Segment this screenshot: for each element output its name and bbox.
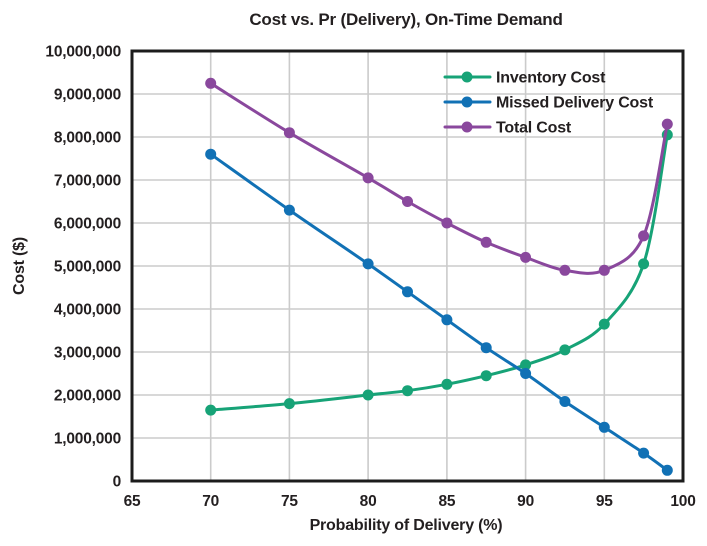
- data-point: [205, 148, 217, 160]
- data-point: [480, 342, 492, 354]
- legend-item-inventory-cost: Inventory Cost: [443, 70, 606, 87]
- data-point: [598, 421, 610, 433]
- y-tick-label: 2,000,000: [54, 388, 121, 405]
- data-point: [598, 318, 610, 330]
- data-point: [598, 264, 610, 276]
- x-tick-labels: 65 70 75 80 85 90 95 100: [124, 493, 696, 510]
- data-point: [480, 370, 492, 382]
- data-point: [362, 389, 374, 401]
- x-tick-label: 100: [670, 493, 695, 510]
- y-tick-label: 1,000,000: [54, 431, 121, 448]
- series-total-cost: [205, 77, 673, 276]
- data-point: [480, 236, 492, 248]
- data-point: [283, 127, 295, 139]
- x-tick-label: 80: [360, 493, 377, 510]
- data-point: [520, 368, 532, 379]
- data-point: [638, 258, 650, 270]
- x-tick-label: 90: [517, 493, 534, 510]
- data-point: [638, 447, 650, 459]
- x-tick-label: 70: [202, 493, 219, 510]
- legend: Inventory Cost Missed Delivery Cost Total …: [443, 70, 654, 137]
- data-point: [441, 314, 453, 326]
- data-point: [559, 396, 571, 407]
- data-point: [402, 196, 413, 207]
- series-missed-delivery-cost: [205, 148, 673, 476]
- legend-marker-icon: [461, 96, 473, 108]
- legend-item-label: Inventory Cost: [496, 70, 606, 87]
- data-point: [441, 378, 453, 390]
- data-point: [283, 398, 295, 410]
- data-point: [520, 359, 532, 371]
- data-point: [661, 464, 673, 476]
- y-tick-label: 4,000,000: [54, 302, 121, 319]
- data-point: [559, 264, 571, 276]
- series-line: [209, 81, 669, 275]
- data-point: [559, 344, 571, 356]
- gridlines: [132, 51, 683, 481]
- data-point: [402, 286, 413, 298]
- plot-border: [130, 49, 685, 483]
- legend-item-label: Total Cost: [496, 120, 572, 137]
- y-tick-label: 5,000,000: [54, 259, 121, 276]
- x-axis-label: Probability of Delivery (%): [310, 517, 503, 534]
- chart-title: Cost vs. Pr (Delivery), On-Time Demand: [249, 10, 562, 29]
- y-tick-label: 7,000,000: [54, 173, 121, 190]
- plot-area: 65 70 75 80 85 90 95 100 0 1,000,000 2,000,000 3,00…: [45, 44, 695, 511]
- data-point: [205, 404, 217, 416]
- series-inventory-cost: [205, 129, 673, 416]
- y-tick-label: 8,000,000: [54, 130, 121, 147]
- y-tick-label: 10,000,000: [45, 44, 121, 61]
- data-point: [283, 204, 295, 216]
- legend-marker-icon: [461, 121, 473, 133]
- data-point: [638, 230, 650, 242]
- x-tick-label: 65: [124, 493, 141, 510]
- data-point: [205, 77, 217, 89]
- y-tick-labels: 0 1,000,000 2,000,000 3,000,000 4,000,000 5,0…: [45, 44, 121, 491]
- legend-item-missed-delivery-cost: Missed Delivery Cost: [443, 95, 654, 112]
- data-point: [520, 251, 532, 263]
- data-point: [402, 385, 413, 397]
- y-axis-label: Cost ($): [11, 237, 28, 295]
- legend-item-total-cost: Total Cost: [443, 120, 572, 137]
- y-tick-label: 0: [113, 474, 121, 491]
- y-tick-label: 3,000,000: [54, 345, 121, 362]
- data-point: [661, 118, 673, 130]
- series-line: [209, 152, 669, 472]
- y-tick-label: 6,000,000: [54, 216, 121, 233]
- data-point: [362, 258, 374, 270]
- y-tick-label: 9,000,000: [54, 87, 121, 104]
- legend-marker-icon: [461, 71, 473, 83]
- legend-item-label: Missed Delivery Cost: [496, 95, 654, 112]
- x-tick-label: 85: [438, 493, 455, 510]
- x-tick-label: 95: [596, 493, 613, 510]
- data-point: [362, 172, 374, 184]
- data-point: [441, 217, 453, 229]
- x-tick-label: 75: [281, 493, 298, 510]
